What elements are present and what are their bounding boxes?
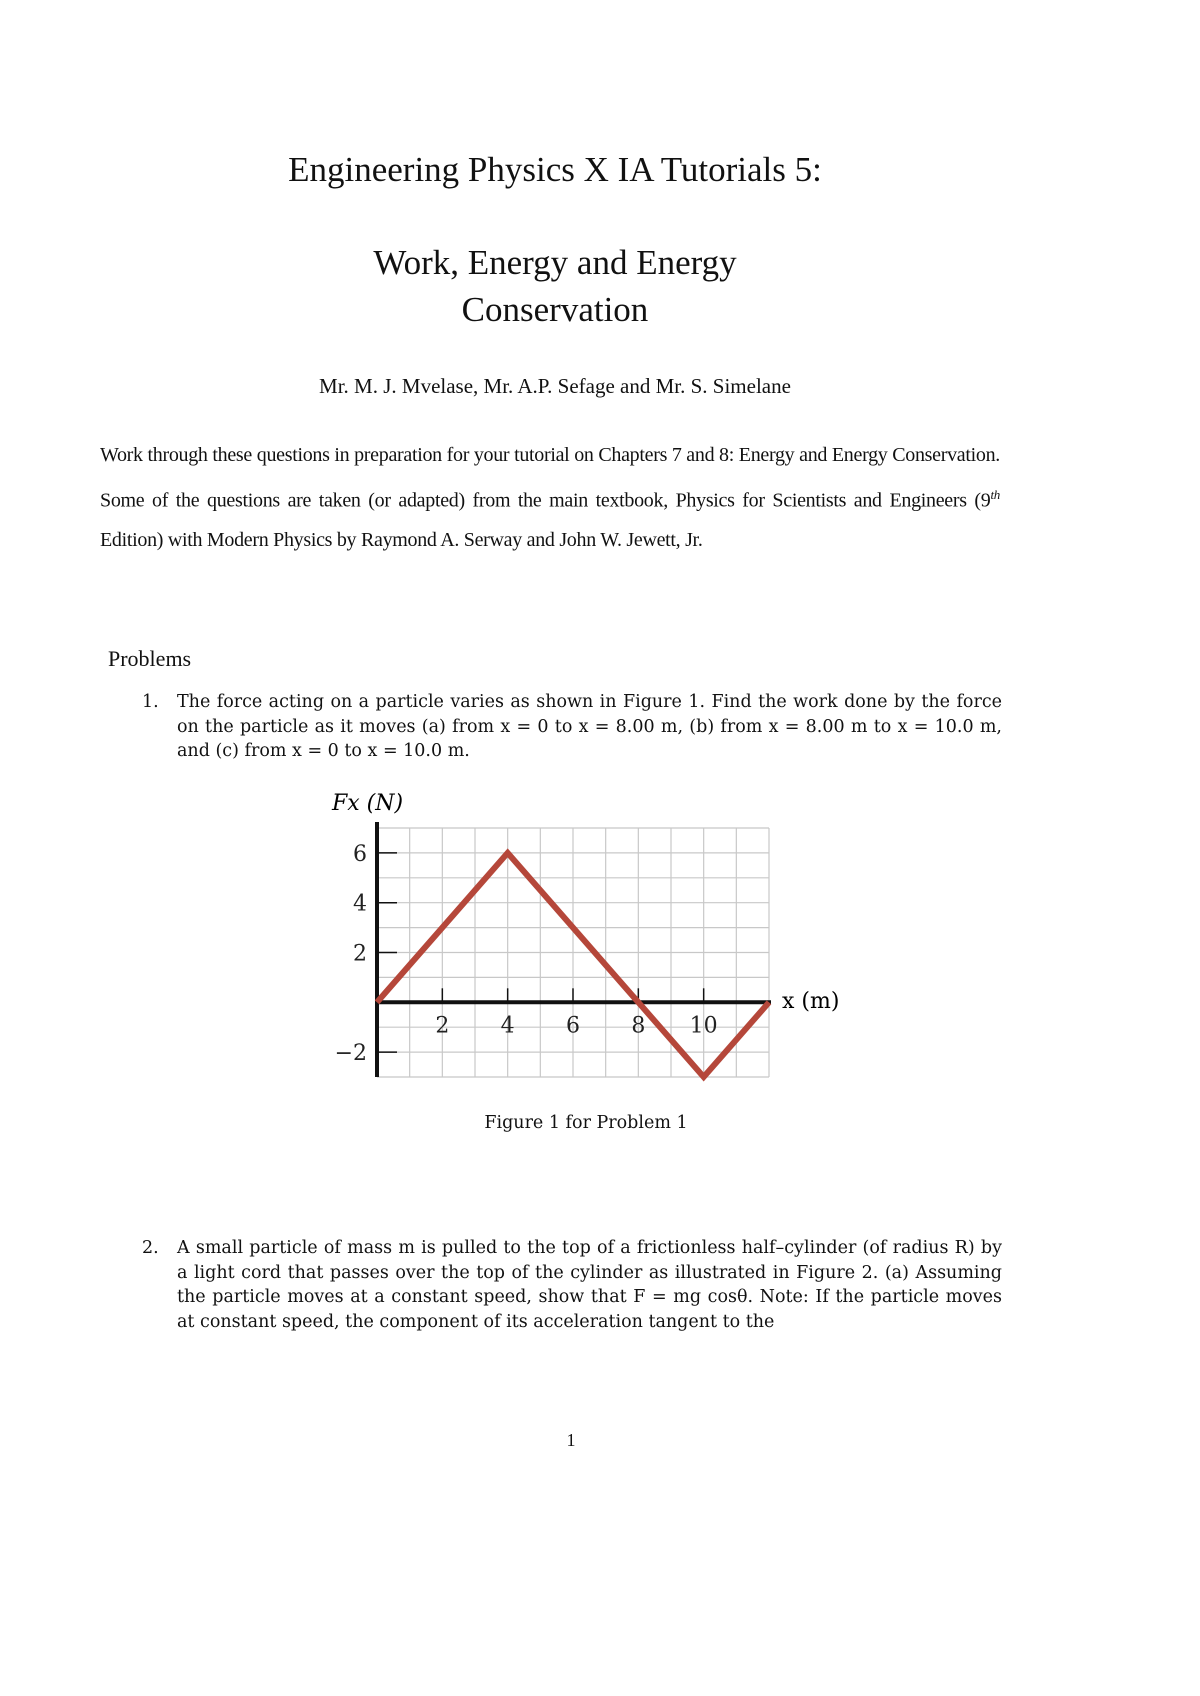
document-title: Engineering Physics X IA Tutorials 5: <box>288 150 822 189</box>
document-subtitle-line1: Work, Energy and Energy <box>373 243 737 282</box>
problem-2: 2. A small particle of mass m is pulled … <box>142 1236 1002 1334</box>
x-tick-label: 4 <box>501 1013 515 1038</box>
problem-text: The force acting on a particle varies as… <box>177 692 1002 761</box>
problem-1: 1. The force acting on a particle varies… <box>142 690 1002 764</box>
figure-1-chart: 2 4 6 8 10 6 4 2 −2 Fx (N) x (m) <box>331 791 839 1082</box>
y-tick-label: −2 <box>335 1041 367 1066</box>
problem-number: 1. <box>142 692 159 712</box>
problems-heading: Problems <box>108 646 192 671</box>
intro-paragraph: Work through these questions in preparat… <box>100 436 1000 560</box>
intro-superscript: th <box>990 487 1000 502</box>
intro-text-2: Edition) with Modern Physics by Raymond … <box>100 528 703 551</box>
problem-text: A small particle of mass m is pulled to … <box>177 1238 1002 1332</box>
x-tick-label: 10 <box>690 1013 718 1038</box>
x-tick-label: 6 <box>566 1013 580 1038</box>
intro-text-1: Work through these questions in preparat… <box>100 444 1000 512</box>
y-tick-label: 6 <box>353 842 367 867</box>
page-number: 1 <box>566 1430 576 1450</box>
document-subtitle-line2: Conservation <box>461 290 649 329</box>
figure-caption: Figure 1 for Problem 1 <box>484 1113 688 1133</box>
x-axis-label: x (m) <box>782 989 839 1014</box>
x-tick-label: 8 <box>631 1013 645 1038</box>
authors: Mr. M. J. Mvelase, Mr. A.P. Sefage and M… <box>319 374 791 398</box>
y-tick-label: 4 <box>353 892 367 917</box>
force-series-line <box>374 848 772 1082</box>
problem-number: 2. <box>142 1238 159 1258</box>
x-tick-label: 2 <box>435 1013 449 1038</box>
y-axis-label: Fx (N) <box>331 791 403 816</box>
y-tick-label: 2 <box>353 942 367 967</box>
chart-grid <box>376 827 770 1078</box>
